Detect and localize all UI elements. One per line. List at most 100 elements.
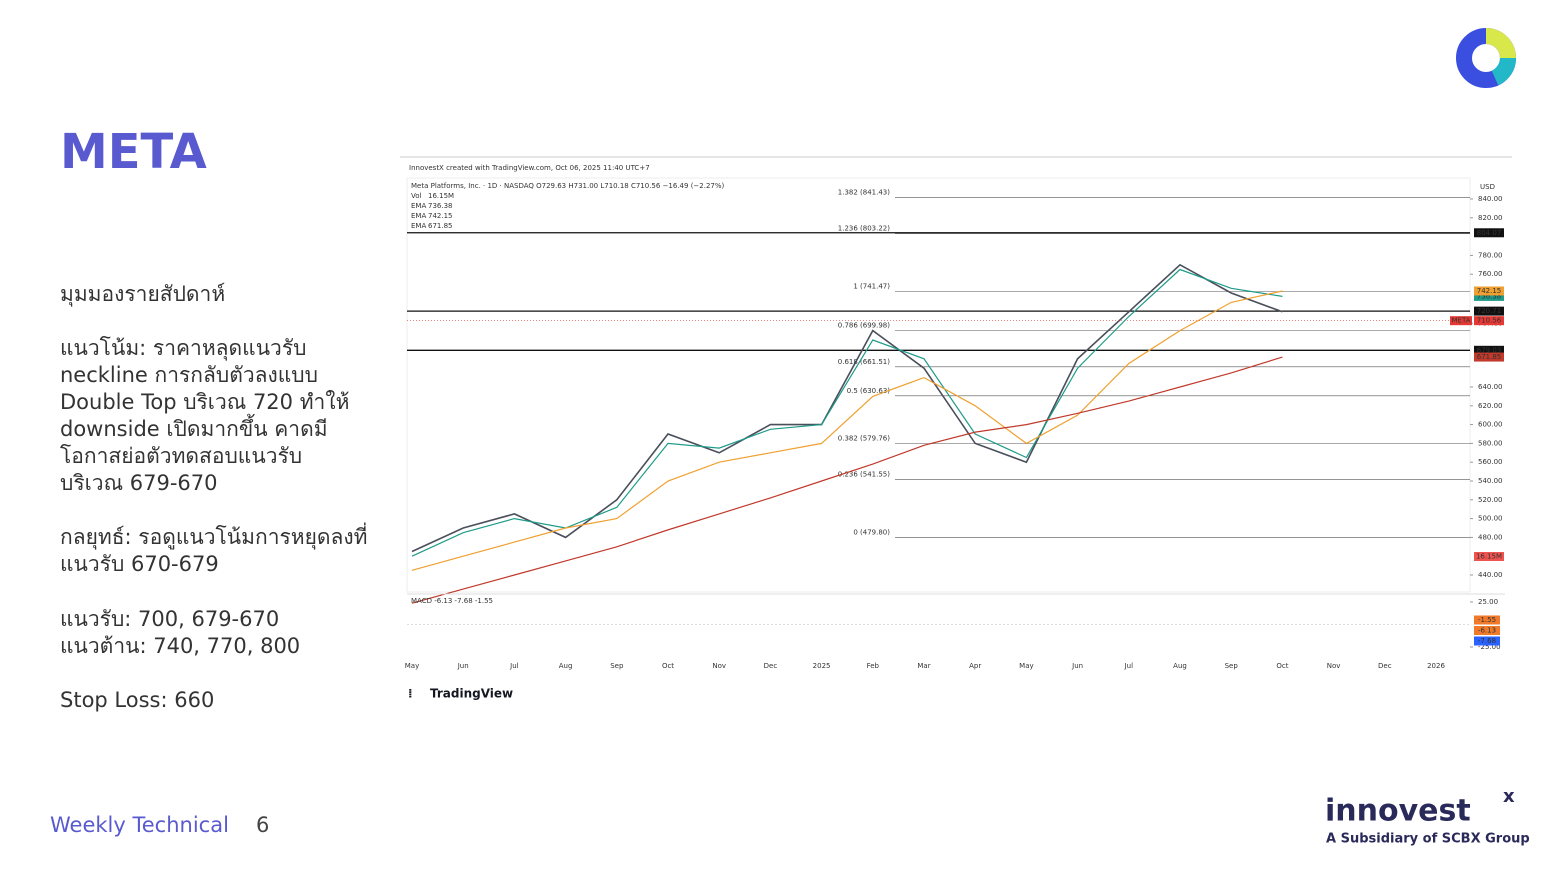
x-tick-label: Jul: [1124, 662, 1134, 670]
last-tag-bg: [1474, 286, 1504, 296]
x-tick-label: 2026: [1427, 662, 1445, 670]
x-tick-label: Jun: [1071, 662, 1083, 670]
currency: USD: [1480, 183, 1495, 191]
x-tick-label: Apr: [969, 662, 981, 670]
legend-value: 742.15: [428, 212, 453, 220]
body-line: Stop Loss: 660: [60, 688, 214, 712]
fib-label: 0 (479.80): [853, 529, 890, 537]
fib-label: 1.236 (803.22): [838, 225, 890, 233]
series-line: [411, 268, 1283, 557]
x-tick-label: Nov: [712, 662, 726, 670]
tradingview-logo: TradingView: [430, 687, 513, 701]
y-tick-label: 480.00: [1478, 533, 1503, 541]
symbol-tag: META: [1452, 317, 1471, 325]
body-line: แนวต้าน: 740, 770, 800: [60, 634, 300, 658]
series-line: [411, 263, 1283, 553]
series-line: [411, 356, 1283, 604]
y-tick-label: 520.00: [1478, 496, 1503, 504]
body-line: กลยุทธ์: รอดูแนวโน้มการหยุดลงที่: [60, 522, 368, 550]
symbol-tag-bg: [1450, 316, 1472, 326]
y-tick-label: 580.00: [1478, 439, 1503, 447]
last-tag: 710.56: [1477, 317, 1502, 325]
x-tick-label: Feb: [867, 662, 880, 670]
legend-name: EMA: [411, 202, 426, 210]
body-line: โอกาสย่อตัวทดสอบแนวรับ: [60, 444, 302, 468]
body-line: downside เปิดมากขึ้น คาดมี: [60, 414, 328, 441]
volume-tag: 16.15M: [1476, 553, 1502, 561]
fib-label: 0.382 (579.76): [838, 435, 890, 443]
y-tick-label: 840.00: [1478, 195, 1503, 203]
plot-frame: [406, 177, 1471, 593]
page-number: 6: [256, 813, 269, 837]
body-line: แนวโน้ม: ราคาหลุดแนวรับ: [60, 336, 306, 361]
legend-value: 671.85: [428, 222, 453, 230]
y-tick-label: 780.00: [1478, 251, 1503, 259]
footer-section: Weekly Technical: [50, 813, 229, 837]
body-line: แนวรับ 670-679: [60, 552, 219, 576]
macd-tag-bg: [1474, 636, 1500, 646]
x-tick-label: Aug: [1173, 662, 1187, 670]
fib-label: 0.5 (630.63): [847, 387, 891, 395]
macd-title: MACD -6.13 -7.68 -1.55: [411, 597, 493, 605]
x-tick-label: Mar: [917, 662, 930, 670]
y-tick-label: 500.00: [1478, 515, 1503, 523]
legend-name: EMA: [411, 212, 426, 220]
x-tick-label: May: [1019, 662, 1033, 670]
x-tick-label: Sep: [1225, 662, 1239, 670]
last-tag: 671.85: [1477, 353, 1502, 361]
level-tag-bg: [1474, 228, 1504, 238]
x-tick-label: Jun: [457, 662, 469, 670]
brand: innovest: [1325, 794, 1471, 829]
x-tick-label: Oct: [662, 662, 674, 670]
macd-tag-bg: [1474, 615, 1500, 625]
chart-credit: InnovestX created with TradingView.com, …: [409, 164, 650, 172]
fib-label: 1 (741.47): [853, 283, 890, 291]
body-line: บริเวณ 679-670: [60, 471, 217, 495]
fib-label: 0.236 (541.55): [838, 471, 890, 479]
macd-tag: -1.55: [1478, 616, 1496, 624]
brand-mark: x: [1503, 786, 1515, 807]
volume-tag-bg: [1474, 552, 1504, 561]
last-tag: 736.38: [1477, 292, 1502, 300]
macd-tag: -6.13: [1478, 627, 1496, 635]
y-tick-label: 820.00: [1478, 214, 1503, 222]
fib-label: 0.618 (661.51): [838, 358, 890, 366]
macd-tick-label: 25.00: [1478, 598, 1498, 606]
y-tick-label: 440.00: [1478, 571, 1503, 579]
x-tick-label: Sep: [610, 662, 624, 670]
legend-name: EMA: [411, 222, 426, 230]
x-tick-label: Aug: [559, 662, 573, 670]
fib-label: 1.382 (841.43): [838, 189, 890, 197]
logo-donut: [1456, 28, 1516, 88]
x-tick-label: Dec: [764, 662, 778, 670]
volume-value: 16.15M: [428, 192, 454, 200]
level-tag: 679.03: [1477, 346, 1502, 354]
y-tick-label: 600.00: [1478, 421, 1503, 429]
y-tick-label: 540.00: [1478, 477, 1503, 485]
x-tick-label: 2025: [813, 662, 831, 670]
last-tag-bg: [1474, 291, 1504, 301]
fib-label: 0.786 (699.98): [838, 322, 890, 330]
y-tick-label: 560.00: [1478, 458, 1503, 466]
legend-value: 736.38: [428, 202, 453, 210]
tagline: A Subsidiary of SCBX Group: [1326, 832, 1530, 847]
x-tick-label: Oct: [1276, 662, 1288, 670]
y-tick-label: 760.00: [1478, 270, 1503, 278]
y-tick-label: 640.00: [1478, 383, 1503, 391]
last-tag: 742.15: [1477, 287, 1502, 295]
x-tick-label: Dec: [1378, 662, 1392, 670]
level-tag: 720.71: [1477, 307, 1502, 315]
y-tick-label: 620.00: [1478, 402, 1503, 410]
level-tag: 804.07: [1477, 229, 1502, 237]
body-line: neckline การกลับตัวลงแบบ: [60, 363, 318, 387]
series-line: [411, 290, 1283, 571]
macd-tick-label: -25.00: [1478, 643, 1501, 651]
macd-tag: -7.68: [1478, 637, 1496, 645]
level-tag-bg: [1474, 306, 1504, 316]
body-line: Double Top บริเวณ 720 ทำให้: [60, 390, 349, 414]
x-tick-label: May: [405, 662, 419, 670]
x-tick-label: Jul: [509, 662, 519, 670]
body-line: มุมมองรายสัปดาห์: [60, 282, 225, 307]
slide-title: META: [60, 124, 207, 180]
